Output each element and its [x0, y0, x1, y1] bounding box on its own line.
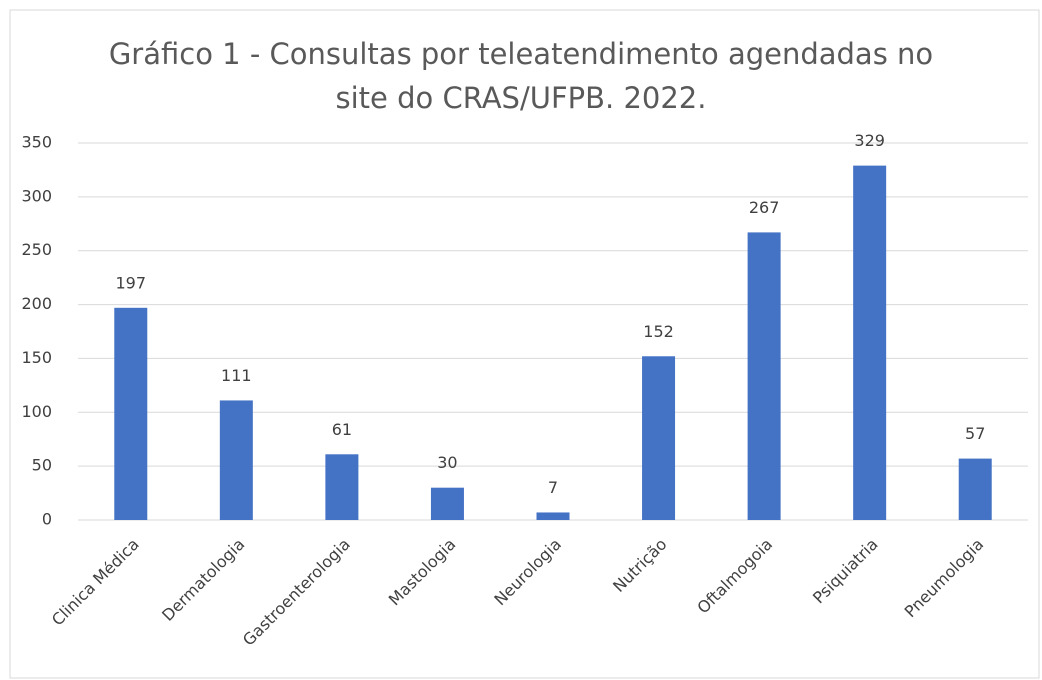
- x-tick-label: Dermatologia: [158, 535, 248, 625]
- data-label: 57: [965, 424, 985, 443]
- x-tick-label: Psiquiatria: [809, 535, 882, 608]
- chart-title: Gráfico 1 - Consultas por teleatendiment…: [108, 37, 934, 115]
- y-tick-label: 50: [32, 456, 52, 475]
- data-label: 30: [437, 453, 457, 472]
- y-tick-label: 250: [21, 240, 52, 259]
- data-label: 197: [116, 273, 147, 292]
- data-label: 267: [749, 198, 780, 217]
- bar: [430, 487, 464, 520]
- bar: [853, 165, 887, 520]
- y-tick-label: 0: [42, 510, 52, 529]
- data-label: 329: [854, 131, 885, 150]
- x-tick-label: Gastroenterologia: [239, 535, 354, 650]
- x-tick-label: Clinica Médica: [48, 535, 143, 630]
- data-label: 7: [548, 478, 558, 497]
- bar: [219, 400, 253, 520]
- data-label: 61: [332, 420, 352, 439]
- data-label: 152: [643, 322, 674, 341]
- bar: [642, 356, 676, 520]
- x-tick-label: Pneumologia: [901, 535, 988, 622]
- bar: [747, 232, 781, 520]
- bar: [114, 307, 148, 520]
- bar: [536, 512, 570, 520]
- data-label: 111: [221, 366, 252, 385]
- x-tick-label: Oftalmogoia: [693, 535, 776, 618]
- x-tick-label: Nutrição: [609, 535, 670, 596]
- bar: [958, 458, 992, 520]
- y-tick-label: 350: [21, 133, 52, 152]
- bar: [325, 454, 359, 520]
- y-tick-label: 300: [21, 186, 52, 205]
- y-tick-label: 200: [21, 294, 52, 313]
- chart-frame: [9, 9, 1040, 679]
- y-tick-label: 150: [21, 348, 52, 367]
- x-tick-label: Mastologia: [385, 535, 460, 610]
- x-tick-label: Neurologia: [490, 535, 565, 610]
- y-tick-label: 100: [21, 402, 52, 421]
